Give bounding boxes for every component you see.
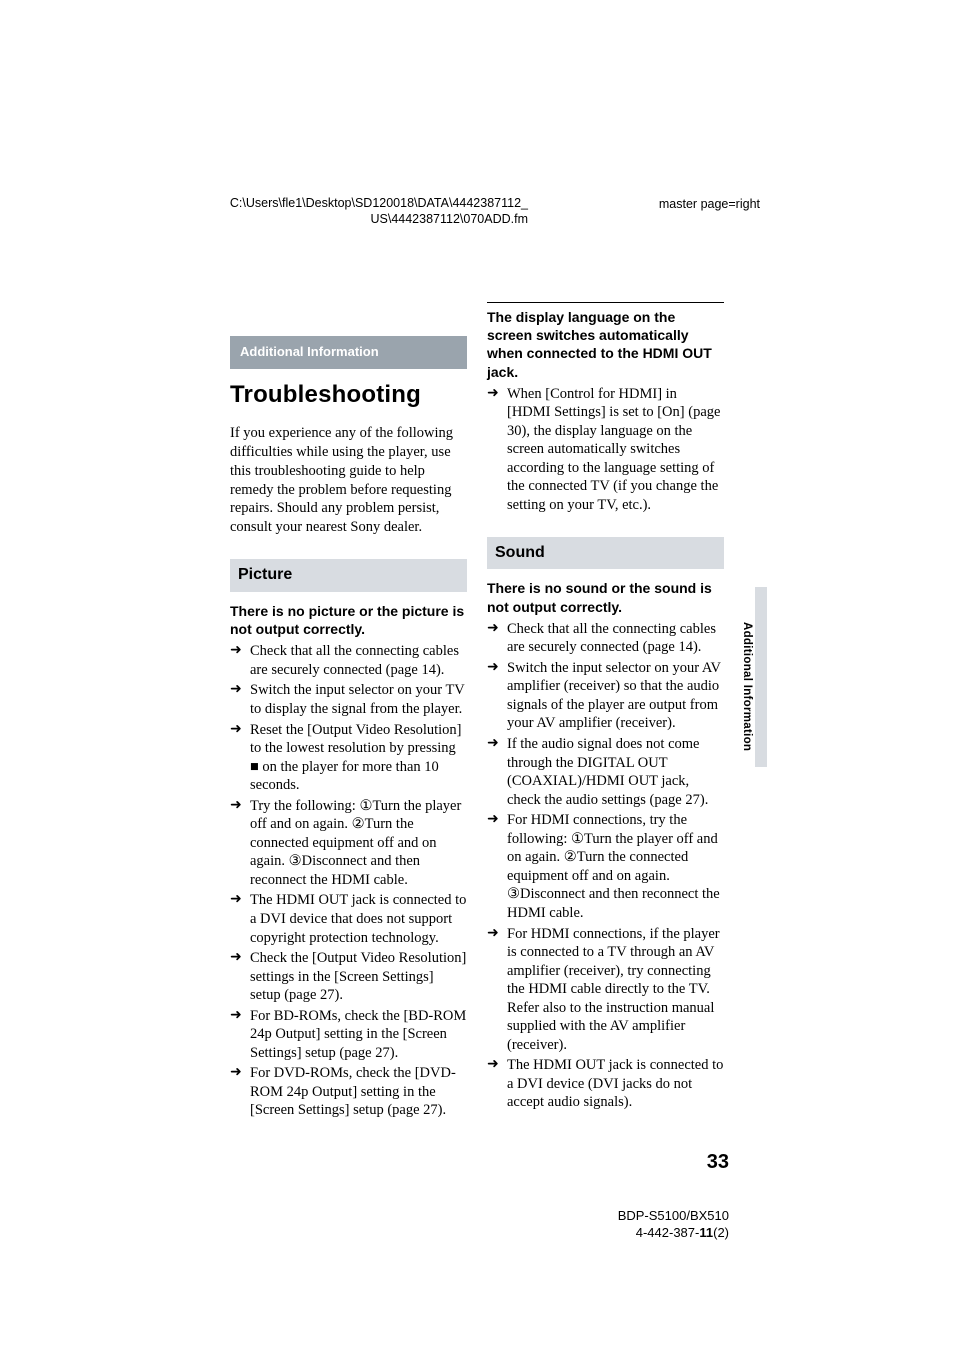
picture-heading: Picture — [230, 559, 467, 592]
picture-bullets: Check that all the connecting cables are… — [230, 642, 467, 1120]
circled-1-icon: ① — [359, 798, 372, 814]
content-columns: Additional Information Troubleshooting I… — [230, 302, 724, 1122]
list-item: When [Control for HDMI] in [HDMI Setting… — [487, 385, 724, 515]
intro-paragraph: If you experience any of the following d… — [230, 424, 467, 537]
stop-icon: ■ — [250, 759, 259, 775]
list-item: Check that all the connecting cables are… — [487, 620, 724, 657]
circled-3-icon: ③ — [507, 886, 520, 902]
list-item: For HDMI connections, try the following:… — [487, 811, 724, 922]
language-bullets: When [Control for HDMI] in [HDMI Setting… — [487, 385, 724, 515]
list-item: Check that all the connecting cables are… — [230, 642, 467, 679]
list-item: Reset the [Output Video Resolution] to t… — [230, 721, 467, 795]
issue-no-sound: There is no sound or the sound is not ou… — [487, 579, 724, 615]
master-page-label: master page=right — [659, 196, 760, 212]
list-item: The HDMI OUT jack is connected to a DVI … — [487, 1056, 724, 1112]
circled-3-icon: ③ — [289, 853, 302, 869]
page-number: 33 — [707, 1149, 729, 1175]
sound-bullets: Check that all the connecting cables are… — [487, 620, 724, 1112]
issue-no-picture: There is no picture or the picture is no… — [230, 602, 467, 638]
circled-1-icon: ① — [571, 831, 584, 847]
file-path-line1: C:\Users\fle1\Desktop\SD120018\DATA\4442… — [230, 196, 528, 210]
list-item: The HDMI OUT jack is connected to a DVI … — [230, 891, 467, 947]
footer-docnum-b: 11 — [699, 1225, 713, 1240]
sound-heading: Sound — [487, 537, 724, 570]
side-section-label: Additional Information — [739, 622, 754, 751]
list-item: Switch the input selector on your TV to … — [230, 681, 467, 718]
circled-2-icon: ② — [352, 816, 365, 832]
list-item: Switch the input selector on your AV amp… — [487, 659, 724, 733]
issue-display-language: The display language on the screen switc… — [487, 308, 724, 381]
footer-model: BDP-S5100/BX510 — [618, 1208, 729, 1223]
footer: BDP-S5100/BX510 4-442-387-11(2) — [618, 1207, 729, 1242]
right-column: The display language on the screen switc… — [487, 302, 724, 1122]
side-tab — [755, 587, 767, 767]
page-title: Troubleshooting — [230, 379, 467, 410]
footer-docnum-a: 4-442-387- — [636, 1225, 700, 1240]
list-item: For BD-ROMs, check the [BD-ROM 24p Outpu… — [230, 1007, 467, 1063]
list-item: For HDMI connections, if the player is c… — [487, 925, 724, 1055]
left-column: Additional Information Troubleshooting I… — [230, 302, 467, 1122]
footer-docnum-c: (2) — [713, 1225, 729, 1240]
section-tag: Additional Information — [230, 336, 467, 369]
file-path: C:\Users\fle1\Desktop\SD120018\DATA\4442… — [228, 196, 528, 227]
list-item: If the audio signal does not come throug… — [487, 735, 724, 809]
file-path-line2: US\4442387112\070ADD.fm — [370, 212, 528, 226]
circled-2-icon: ② — [564, 849, 577, 865]
list-item: Check the [Output Video Resolution] sett… — [230, 949, 467, 1005]
list-item: Try the following: ①Turn the player off … — [230, 797, 467, 890]
list-item: For DVD-ROMs, check the [DVD-ROM 24p Out… — [230, 1064, 467, 1120]
